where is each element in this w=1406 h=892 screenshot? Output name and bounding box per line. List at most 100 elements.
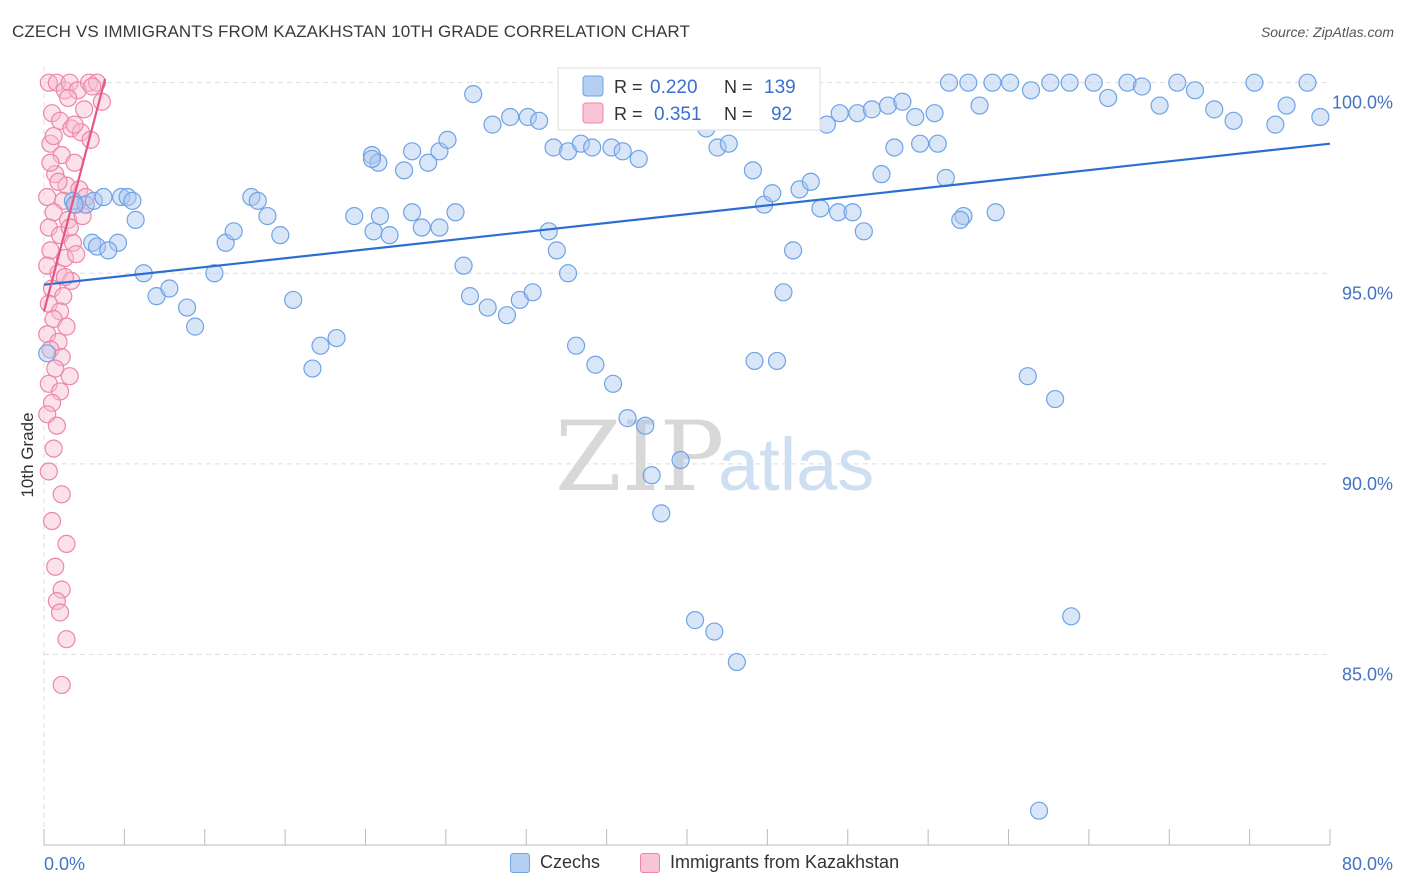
- point-czechs: [438, 130, 457, 149]
- point-czechs: [547, 241, 566, 260]
- point-czechs: [1001, 73, 1020, 92]
- point-czechs: [518, 107, 537, 127]
- legend-item-kazakhstan[interactable]: Immigrants from Kazakhstan: [640, 852, 899, 873]
- point-czechs: [1132, 77, 1152, 96]
- point-czechs: [248, 191, 267, 210]
- watermark-atlas: atlas: [718, 423, 874, 506]
- point-czechs: [497, 306, 517, 325]
- point-kazakhstan: [46, 557, 65, 576]
- stats-r-label-kazakhstan: R =: [614, 104, 643, 124]
- point-czechs: [1018, 367, 1037, 386]
- legend-label-kazakhstan: Immigrants from Kazakhstan: [670, 852, 900, 872]
- point-czechs: [885, 138, 904, 157]
- y-tick-label: 85.0%: [1342, 664, 1393, 684]
- point-kazakhstan: [55, 248, 74, 268]
- point-czechs: [311, 336, 330, 355]
- point-kazakhstan: [38, 187, 57, 207]
- point-czechs: [419, 153, 438, 172]
- point-czechs: [403, 142, 422, 161]
- point-czechs: [1041, 73, 1060, 92]
- point-czechs: [566, 336, 586, 355]
- point-czechs: [362, 149, 382, 169]
- legend-item-czechs[interactable]: Czechs: [510, 852, 600, 873]
- point-czechs: [1099, 88, 1118, 108]
- point-czechs: [986, 203, 1005, 222]
- point-kazakhstan: [42, 511, 62, 531]
- point-czechs: [362, 146, 382, 165]
- point-czechs: [970, 96, 989, 115]
- source-label: Source: ZipAtlas.com: [1260, 24, 1394, 40]
- point-czechs: [811, 199, 830, 218]
- point-czechs: [872, 165, 891, 184]
- point-kazakhstan: [50, 603, 70, 622]
- point-czechs: [1062, 607, 1081, 626]
- point-czechs: [523, 283, 542, 302]
- point-czechs: [906, 107, 925, 127]
- point-czechs: [854, 222, 873, 241]
- point-czechs: [370, 206, 390, 226]
- point-czechs: [539, 222, 558, 241]
- point-kazakhstan: [83, 77, 102, 96]
- x-tick-label: 0.0%: [44, 854, 85, 874]
- trendline-kazakhstan: [42, 78, 107, 312]
- point-czechs: [1205, 100, 1224, 119]
- point-czechs: [763, 184, 782, 203]
- point-czechs: [483, 115, 502, 134]
- point-czechs: [364, 222, 383, 241]
- point-czechs: [843, 203, 862, 222]
- point-czechs: [108, 233, 128, 252]
- point-kazakhstan: [57, 630, 76, 649]
- point-kazakhstan: [67, 245, 86, 264]
- point-czechs: [618, 409, 637, 428]
- legend-swatch-czechs: [510, 852, 530, 873]
- point-czechs: [1046, 389, 1065, 409]
- point-czechs: [38, 344, 57, 363]
- point-czechs: [403, 203, 422, 222]
- point-czechs: [727, 652, 746, 672]
- point-czechs: [1277, 96, 1296, 115]
- point-czechs: [1029, 801, 1049, 820]
- point-czechs: [1185, 81, 1205, 100]
- x-axis-ticks: [43, 829, 1331, 845]
- point-kazakhstan: [47, 591, 66, 611]
- point-czechs: [745, 351, 764, 371]
- point-czechs: [1168, 73, 1187, 92]
- point-czechs: [1266, 115, 1285, 134]
- watermark-zip: ZIP: [555, 401, 724, 513]
- point-czechs: [84, 191, 103, 210]
- point-czechs: [636, 416, 655, 435]
- point-kazakhstan: [60, 367, 79, 386]
- point-czechs: [959, 73, 978, 92]
- point-czechs: [530, 111, 549, 130]
- point-czechs: [983, 73, 1002, 92]
- point-kazakhstan: [46, 359, 65, 378]
- point-czechs: [205, 264, 224, 283]
- point-czechs: [224, 222, 243, 241]
- point-czechs: [928, 134, 947, 153]
- point-czechs: [830, 104, 849, 123]
- point-kazakhstan: [71, 123, 91, 142]
- stats-n-label-kazakhstan: N =: [724, 104, 753, 124]
- point-czechs: [271, 226, 290, 245]
- point-czechs: [94, 187, 113, 207]
- point-czechs: [613, 142, 632, 161]
- legend-swatch-kazakhstan: [640, 852, 660, 873]
- point-czechs: [454, 256, 473, 275]
- point-czechs: [571, 134, 591, 153]
- point-czechs: [464, 85, 483, 104]
- point-czechs: [345, 206, 364, 226]
- point-czechs: [177, 298, 197, 317]
- point-czechs: [671, 450, 690, 470]
- point-czechs: [394, 161, 414, 180]
- y-tick-label: 95.0%: [1342, 283, 1393, 303]
- stats-n-value-czechs: 139: [764, 77, 796, 98]
- legend-label-czechs: Czechs: [540, 852, 601, 872]
- point-czechs: [602, 138, 621, 157]
- series-kazakhstan-points: [38, 73, 111, 695]
- stats-swatch-kazakhstan: [582, 102, 604, 124]
- point-czechs: [774, 283, 793, 302]
- point-kazakhstan: [63, 233, 83, 252]
- stats-n-value-kazakhstan: 92: [771, 104, 792, 125]
- x-tick-label: 80.0%: [1342, 854, 1393, 874]
